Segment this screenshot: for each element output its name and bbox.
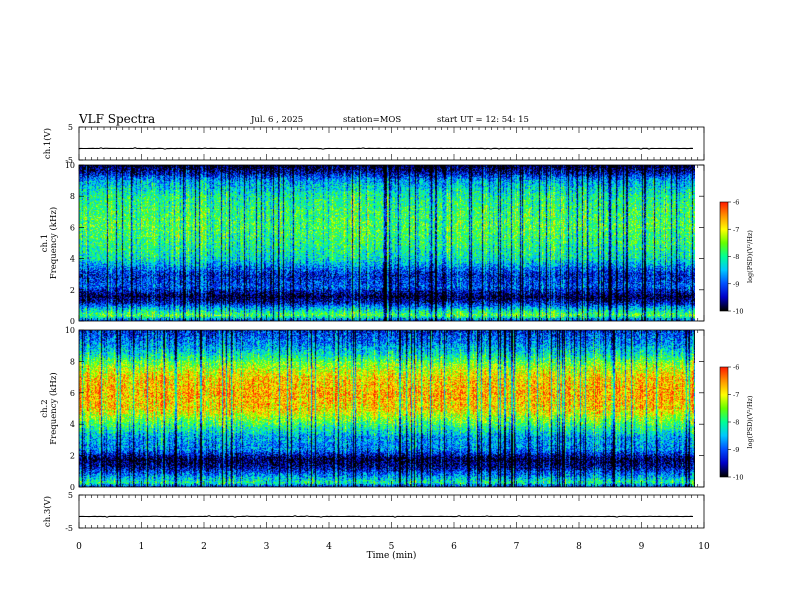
ylabel-channel-ch2: ch.2 (40, 399, 50, 417)
x-tick-label: 4 (326, 542, 332, 552)
x-tick-label: 10 (698, 542, 710, 552)
x-tick-label: 6 (451, 542, 457, 552)
trace-ch1 (78, 147, 694, 150)
spectrogram-image-ch2 (79, 330, 695, 487)
y-tick-label: 8 (70, 192, 75, 201)
colorbar-tick-label: -10 (733, 308, 743, 316)
trace-ch3 (78, 515, 694, 518)
colorbar-tick-label: -6 (733, 364, 739, 372)
y-tick-label: 4 (70, 255, 75, 264)
y-tick-label: 6 (70, 223, 75, 232)
y-tick-label: 5 (68, 491, 73, 500)
colorbar-tick-label: -7 (733, 391, 739, 399)
ylabel-ch3: ch.3(V) (42, 496, 53, 527)
y-tick-label: 4 (70, 420, 75, 429)
start-time-label: start UT = 12: 54: 15 (437, 115, 529, 125)
ylabel-frequency-ch1: Frequency (kHz) (48, 207, 59, 279)
colorbar-tick-label: -8 (733, 253, 739, 261)
colorbar-tick-label: -7 (733, 226, 739, 234)
ylabel-channel-ch1: ch.1 (40, 234, 50, 252)
y-tick-label: 10 (65, 326, 75, 335)
spectrogram-image-ch1 (79, 165, 695, 321)
colorbar-tick-label: -9 (733, 446, 739, 454)
colorbar-ch2 (720, 367, 728, 477)
x-tick-label: 0 (76, 542, 82, 552)
spectrogram-ch2 (79, 330, 695, 487)
y-tick-label: -5 (65, 524, 73, 533)
chart-title: VLF Spectra (79, 112, 156, 126)
y-tick-label: 5 (68, 123, 73, 132)
colorbar-tick-label: -8 (733, 419, 739, 427)
y-tick-label: 10 (65, 161, 75, 170)
y-tick-label: 6 (70, 389, 75, 398)
x-tick-label: 8 (576, 542, 582, 552)
spectrogram-ch1 (79, 165, 695, 321)
x-axis-label: Time (min) (367, 550, 417, 561)
colorbar-tick-label: -9 (733, 280, 739, 288)
colorbar-label-ch1: log(PSD)(V²/Hz) (746, 230, 754, 283)
y-tick-label: 2 (70, 452, 75, 461)
x-tick-label: 1 (139, 542, 145, 552)
y-tick-label: 8 (70, 357, 75, 366)
colorbar-tick-label: -6 (733, 199, 739, 207)
x-tick-label: 3 (264, 542, 270, 552)
y-tick-label: 2 (70, 286, 75, 295)
colorbar-tick-label: -10 (733, 474, 743, 482)
colorbar-ch1 (720, 202, 728, 311)
ylabel-frequency-ch2: Frequency (kHz) (48, 372, 59, 444)
station-label: station=MOS (343, 115, 402, 125)
y-tick-label: 0 (70, 483, 75, 492)
date-label: Jul. 6 , 2025 (251, 115, 304, 125)
x-tick-label: 2 (201, 542, 207, 552)
colorbar-label-ch2: log(PSD)(V²/Hz) (746, 395, 754, 448)
x-tick-label: 7 (514, 542, 520, 552)
x-tick-label: 5 (389, 542, 395, 552)
y-tick-label: 0 (70, 317, 75, 326)
ylabel-ch1: ch.1(V) (42, 128, 53, 159)
y-tick-label: -5 (65, 156, 73, 165)
x-tick-label: 9 (639, 542, 645, 552)
